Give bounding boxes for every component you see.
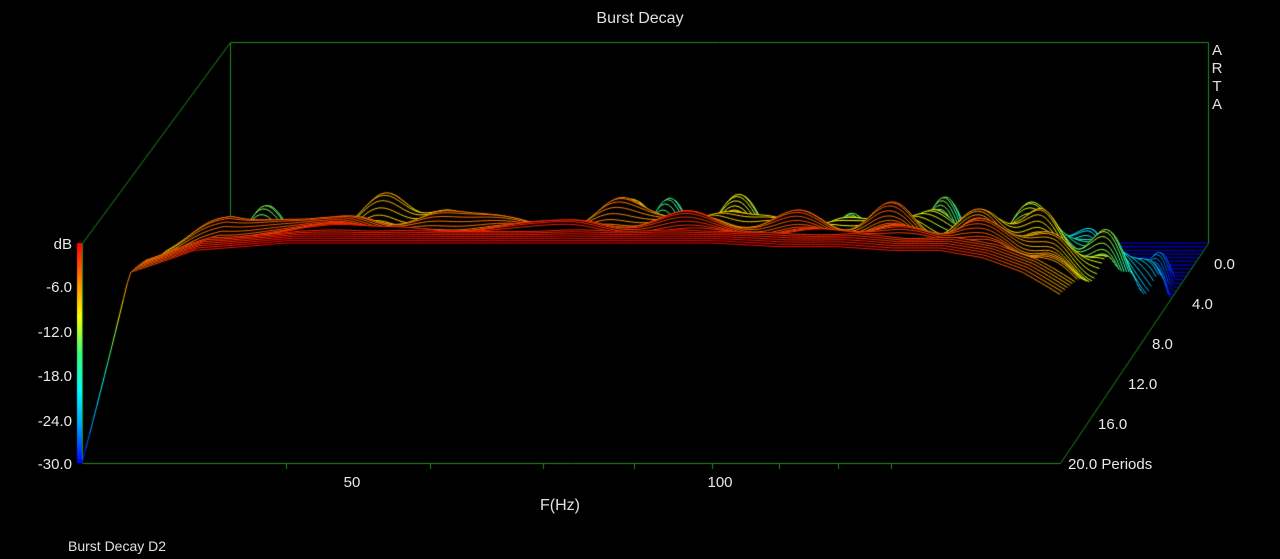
y-tick-label: -12.0 (37, 324, 72, 341)
z-tick-label: 0.0 (1214, 256, 1235, 273)
x-tick-label: 100 (707, 474, 733, 491)
brand-letter: A (1211, 96, 1222, 113)
brand-letter: A (1211, 42, 1222, 59)
x-tick-label: 50 (343, 474, 361, 491)
y-tick-label: -18.0 (37, 368, 72, 385)
y-tick-label: -24.0 (37, 413, 72, 430)
footer-caption: Burst Decay D2 (68, 538, 167, 554)
y-axis-label: dB (53, 236, 72, 253)
chart-title: Burst Decay (596, 10, 684, 27)
brand-label: A R T A (1210, 42, 1224, 114)
y-tick-label: -6.0 (46, 279, 72, 296)
z-tick-label: 20.0 Periods (1068, 456, 1153, 473)
z-tick-label: 12.0 (1128, 376, 1158, 393)
z-tick-label: 4.0 (1192, 296, 1213, 313)
z-tick-label: 16.0 (1098, 416, 1128, 433)
z-tick-label: 8.0 (1152, 336, 1173, 353)
brand-letter: R (1211, 60, 1223, 77)
brand-letter: T (1212, 78, 1222, 95)
y-tick-label: -30.0 (37, 456, 72, 473)
x-axis-title: F(Hz) (540, 497, 580, 514)
